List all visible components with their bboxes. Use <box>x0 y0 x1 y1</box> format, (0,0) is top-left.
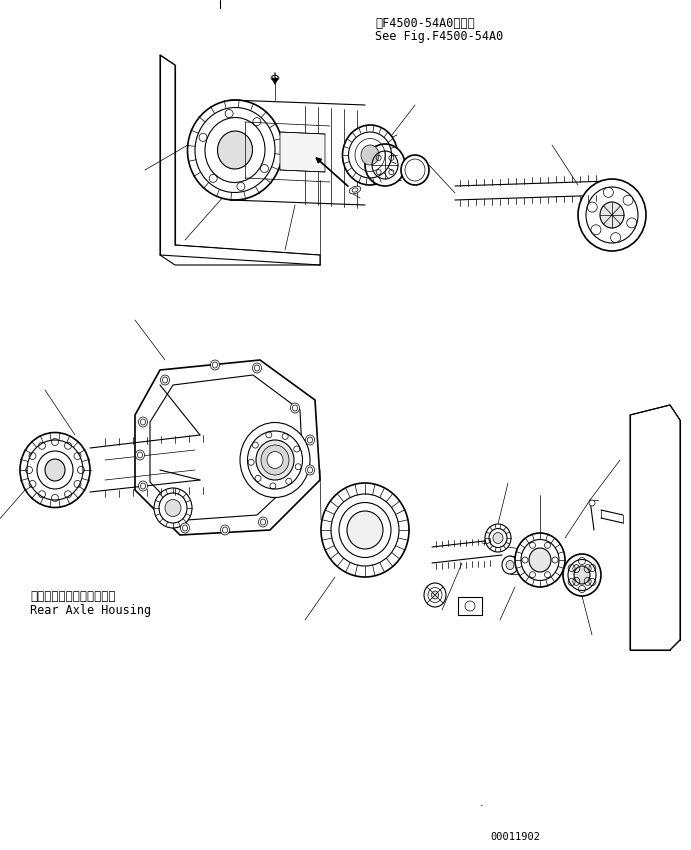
Ellipse shape <box>485 524 511 552</box>
Ellipse shape <box>361 145 379 165</box>
Ellipse shape <box>305 465 314 475</box>
Ellipse shape <box>258 517 267 527</box>
Ellipse shape <box>240 422 310 497</box>
Ellipse shape <box>160 375 169 385</box>
Ellipse shape <box>506 560 514 570</box>
Ellipse shape <box>45 459 65 481</box>
Ellipse shape <box>271 76 279 81</box>
Text: .: . <box>480 798 484 808</box>
Ellipse shape <box>211 360 220 370</box>
Ellipse shape <box>424 583 446 607</box>
Ellipse shape <box>135 450 144 460</box>
Ellipse shape <box>578 179 646 251</box>
Ellipse shape <box>261 445 289 475</box>
Ellipse shape <box>252 363 261 373</box>
Ellipse shape <box>138 481 147 491</box>
Ellipse shape <box>267 451 283 468</box>
Ellipse shape <box>220 525 229 535</box>
Ellipse shape <box>187 100 283 200</box>
Ellipse shape <box>600 202 624 228</box>
Text: 00011902: 00011902 <box>490 832 540 842</box>
Text: 第F4500-54A0図参照: 第F4500-54A0図参照 <box>375 17 475 30</box>
Ellipse shape <box>180 523 189 533</box>
Ellipse shape <box>529 548 551 572</box>
Ellipse shape <box>349 186 361 194</box>
Ellipse shape <box>502 556 518 574</box>
Ellipse shape <box>138 417 147 427</box>
Ellipse shape <box>493 532 503 543</box>
Ellipse shape <box>154 488 192 528</box>
Circle shape <box>589 500 595 506</box>
Ellipse shape <box>401 155 429 185</box>
Ellipse shape <box>365 144 405 186</box>
Ellipse shape <box>347 511 383 549</box>
Ellipse shape <box>321 483 409 577</box>
Ellipse shape <box>431 591 439 599</box>
Text: See Fig.F4500-54A0: See Fig.F4500-54A0 <box>375 30 503 43</box>
Ellipse shape <box>515 533 565 587</box>
Polygon shape <box>280 132 325 172</box>
Polygon shape <box>458 597 482 615</box>
Ellipse shape <box>165 500 181 517</box>
Polygon shape <box>135 360 320 535</box>
Ellipse shape <box>343 125 397 185</box>
Ellipse shape <box>256 440 294 480</box>
Ellipse shape <box>20 433 90 507</box>
Ellipse shape <box>563 554 601 596</box>
Text: Rear Axle Housing: Rear Axle Housing <box>30 604 151 617</box>
Text: リヤーアクスルハウジング: リヤーアクスルハウジング <box>30 590 115 603</box>
Polygon shape <box>160 55 320 265</box>
Ellipse shape <box>290 403 299 413</box>
Ellipse shape <box>305 435 314 445</box>
Ellipse shape <box>574 566 590 584</box>
Polygon shape <box>630 405 680 650</box>
Ellipse shape <box>218 131 252 169</box>
